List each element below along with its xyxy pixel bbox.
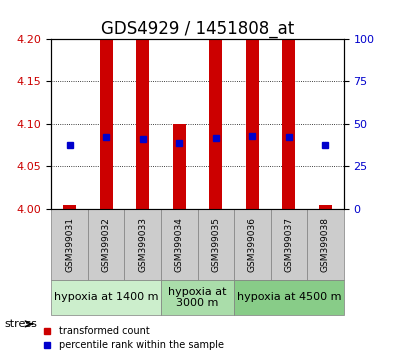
- Text: GSM399037: GSM399037: [284, 217, 293, 272]
- Text: GSM399034: GSM399034: [175, 217, 184, 272]
- Text: GSM399036: GSM399036: [248, 217, 257, 272]
- Bar: [246, 39, 259, 209]
- FancyBboxPatch shape: [124, 209, 161, 280]
- Bar: [100, 39, 113, 209]
- Bar: [136, 39, 149, 209]
- Bar: [209, 39, 222, 209]
- Text: percentile rank within the sample: percentile rank within the sample: [59, 340, 224, 350]
- Text: GSM399038: GSM399038: [321, 217, 330, 272]
- Bar: [63, 205, 76, 209]
- Text: GSM399035: GSM399035: [211, 217, 220, 272]
- Bar: [319, 205, 332, 209]
- Text: hypoxia at 4500 m: hypoxia at 4500 m: [237, 292, 341, 302]
- FancyBboxPatch shape: [234, 209, 271, 280]
- FancyBboxPatch shape: [234, 280, 344, 315]
- Bar: [173, 124, 186, 209]
- FancyBboxPatch shape: [161, 280, 234, 315]
- Text: hypoxia at
3000 m: hypoxia at 3000 m: [168, 286, 227, 308]
- FancyBboxPatch shape: [198, 209, 234, 280]
- FancyBboxPatch shape: [88, 209, 124, 280]
- FancyBboxPatch shape: [51, 280, 161, 315]
- FancyBboxPatch shape: [161, 209, 198, 280]
- Text: hypoxia at 1400 m: hypoxia at 1400 m: [54, 292, 158, 302]
- FancyBboxPatch shape: [51, 209, 88, 280]
- Text: GSM399032: GSM399032: [102, 217, 111, 272]
- Text: GSM399033: GSM399033: [138, 217, 147, 272]
- Title: GDS4929 / 1451808_at: GDS4929 / 1451808_at: [101, 20, 294, 38]
- FancyBboxPatch shape: [307, 209, 344, 280]
- Text: stress: stress: [4, 319, 37, 329]
- Text: GSM399031: GSM399031: [65, 217, 74, 272]
- FancyBboxPatch shape: [271, 209, 307, 280]
- Text: transformed count: transformed count: [59, 326, 150, 336]
- Bar: [282, 39, 295, 209]
